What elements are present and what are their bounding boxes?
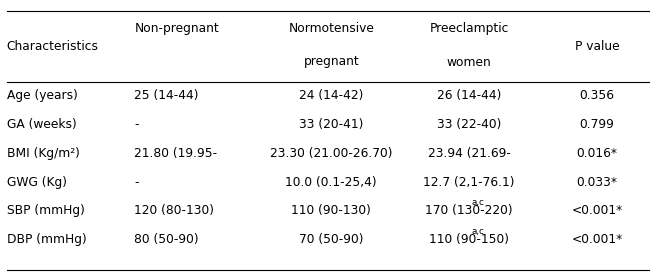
Text: Age (years): Age (years): [7, 89, 77, 102]
Text: pregnant: pregnant: [304, 56, 359, 68]
Text: -: -: [134, 176, 139, 189]
Text: 23.94 (21.69-: 23.94 (21.69-: [428, 147, 510, 160]
Text: SBP (mmHg): SBP (mmHg): [7, 204, 85, 218]
Text: BMI (Kg/m²): BMI (Kg/m²): [7, 147, 79, 160]
Text: P value: P value: [575, 40, 619, 53]
Text: women: women: [447, 56, 491, 68]
Text: 0.799: 0.799: [579, 118, 615, 131]
Text: 0.033*: 0.033*: [577, 176, 617, 189]
Text: 12.7 (2,1-76.1): 12.7 (2,1-76.1): [423, 176, 515, 189]
Text: 21.80 (19.95-: 21.80 (19.95-: [134, 147, 218, 160]
Text: Non-pregnant: Non-pregnant: [134, 22, 219, 35]
Text: Normotensive: Normotensive: [289, 22, 374, 35]
Text: 25 (14-44): 25 (14-44): [134, 89, 199, 102]
Text: -: -: [134, 118, 139, 131]
Text: 70 (50-90): 70 (50-90): [299, 233, 363, 246]
Text: 26 (14-44): 26 (14-44): [437, 89, 501, 102]
Text: a,c: a,c: [472, 198, 485, 207]
Text: GA (weeks): GA (weeks): [7, 118, 76, 131]
Text: 120 (80-130): 120 (80-130): [134, 204, 215, 218]
Text: 80 (50-90): 80 (50-90): [134, 233, 199, 246]
Text: 110 (90-130): 110 (90-130): [291, 204, 371, 218]
Text: 33 (22-40): 33 (22-40): [437, 118, 501, 131]
Text: a,c: a,c: [472, 227, 485, 236]
Text: 0.356: 0.356: [579, 89, 615, 102]
Text: DBP (mmHg): DBP (mmHg): [7, 233, 87, 246]
Text: 10.0 (0.1-25,4): 10.0 (0.1-25,4): [285, 176, 377, 189]
Text: 170 (130-220): 170 (130-220): [425, 204, 513, 218]
Text: 110 (90-150): 110 (90-150): [429, 233, 509, 246]
Text: <0.001*: <0.001*: [571, 204, 623, 218]
Text: 23.30 (21.00-26.70): 23.30 (21.00-26.70): [270, 147, 392, 160]
Text: 0.016*: 0.016*: [577, 147, 617, 160]
Text: 33 (20-41): 33 (20-41): [299, 118, 363, 131]
Text: 24 (14-42): 24 (14-42): [299, 89, 363, 102]
Text: <0.001*: <0.001*: [571, 233, 623, 246]
Text: Preeclamptic: Preeclamptic: [430, 22, 508, 35]
Text: GWG (Kg): GWG (Kg): [7, 176, 66, 189]
Text: Characteristics: Characteristics: [7, 40, 98, 53]
